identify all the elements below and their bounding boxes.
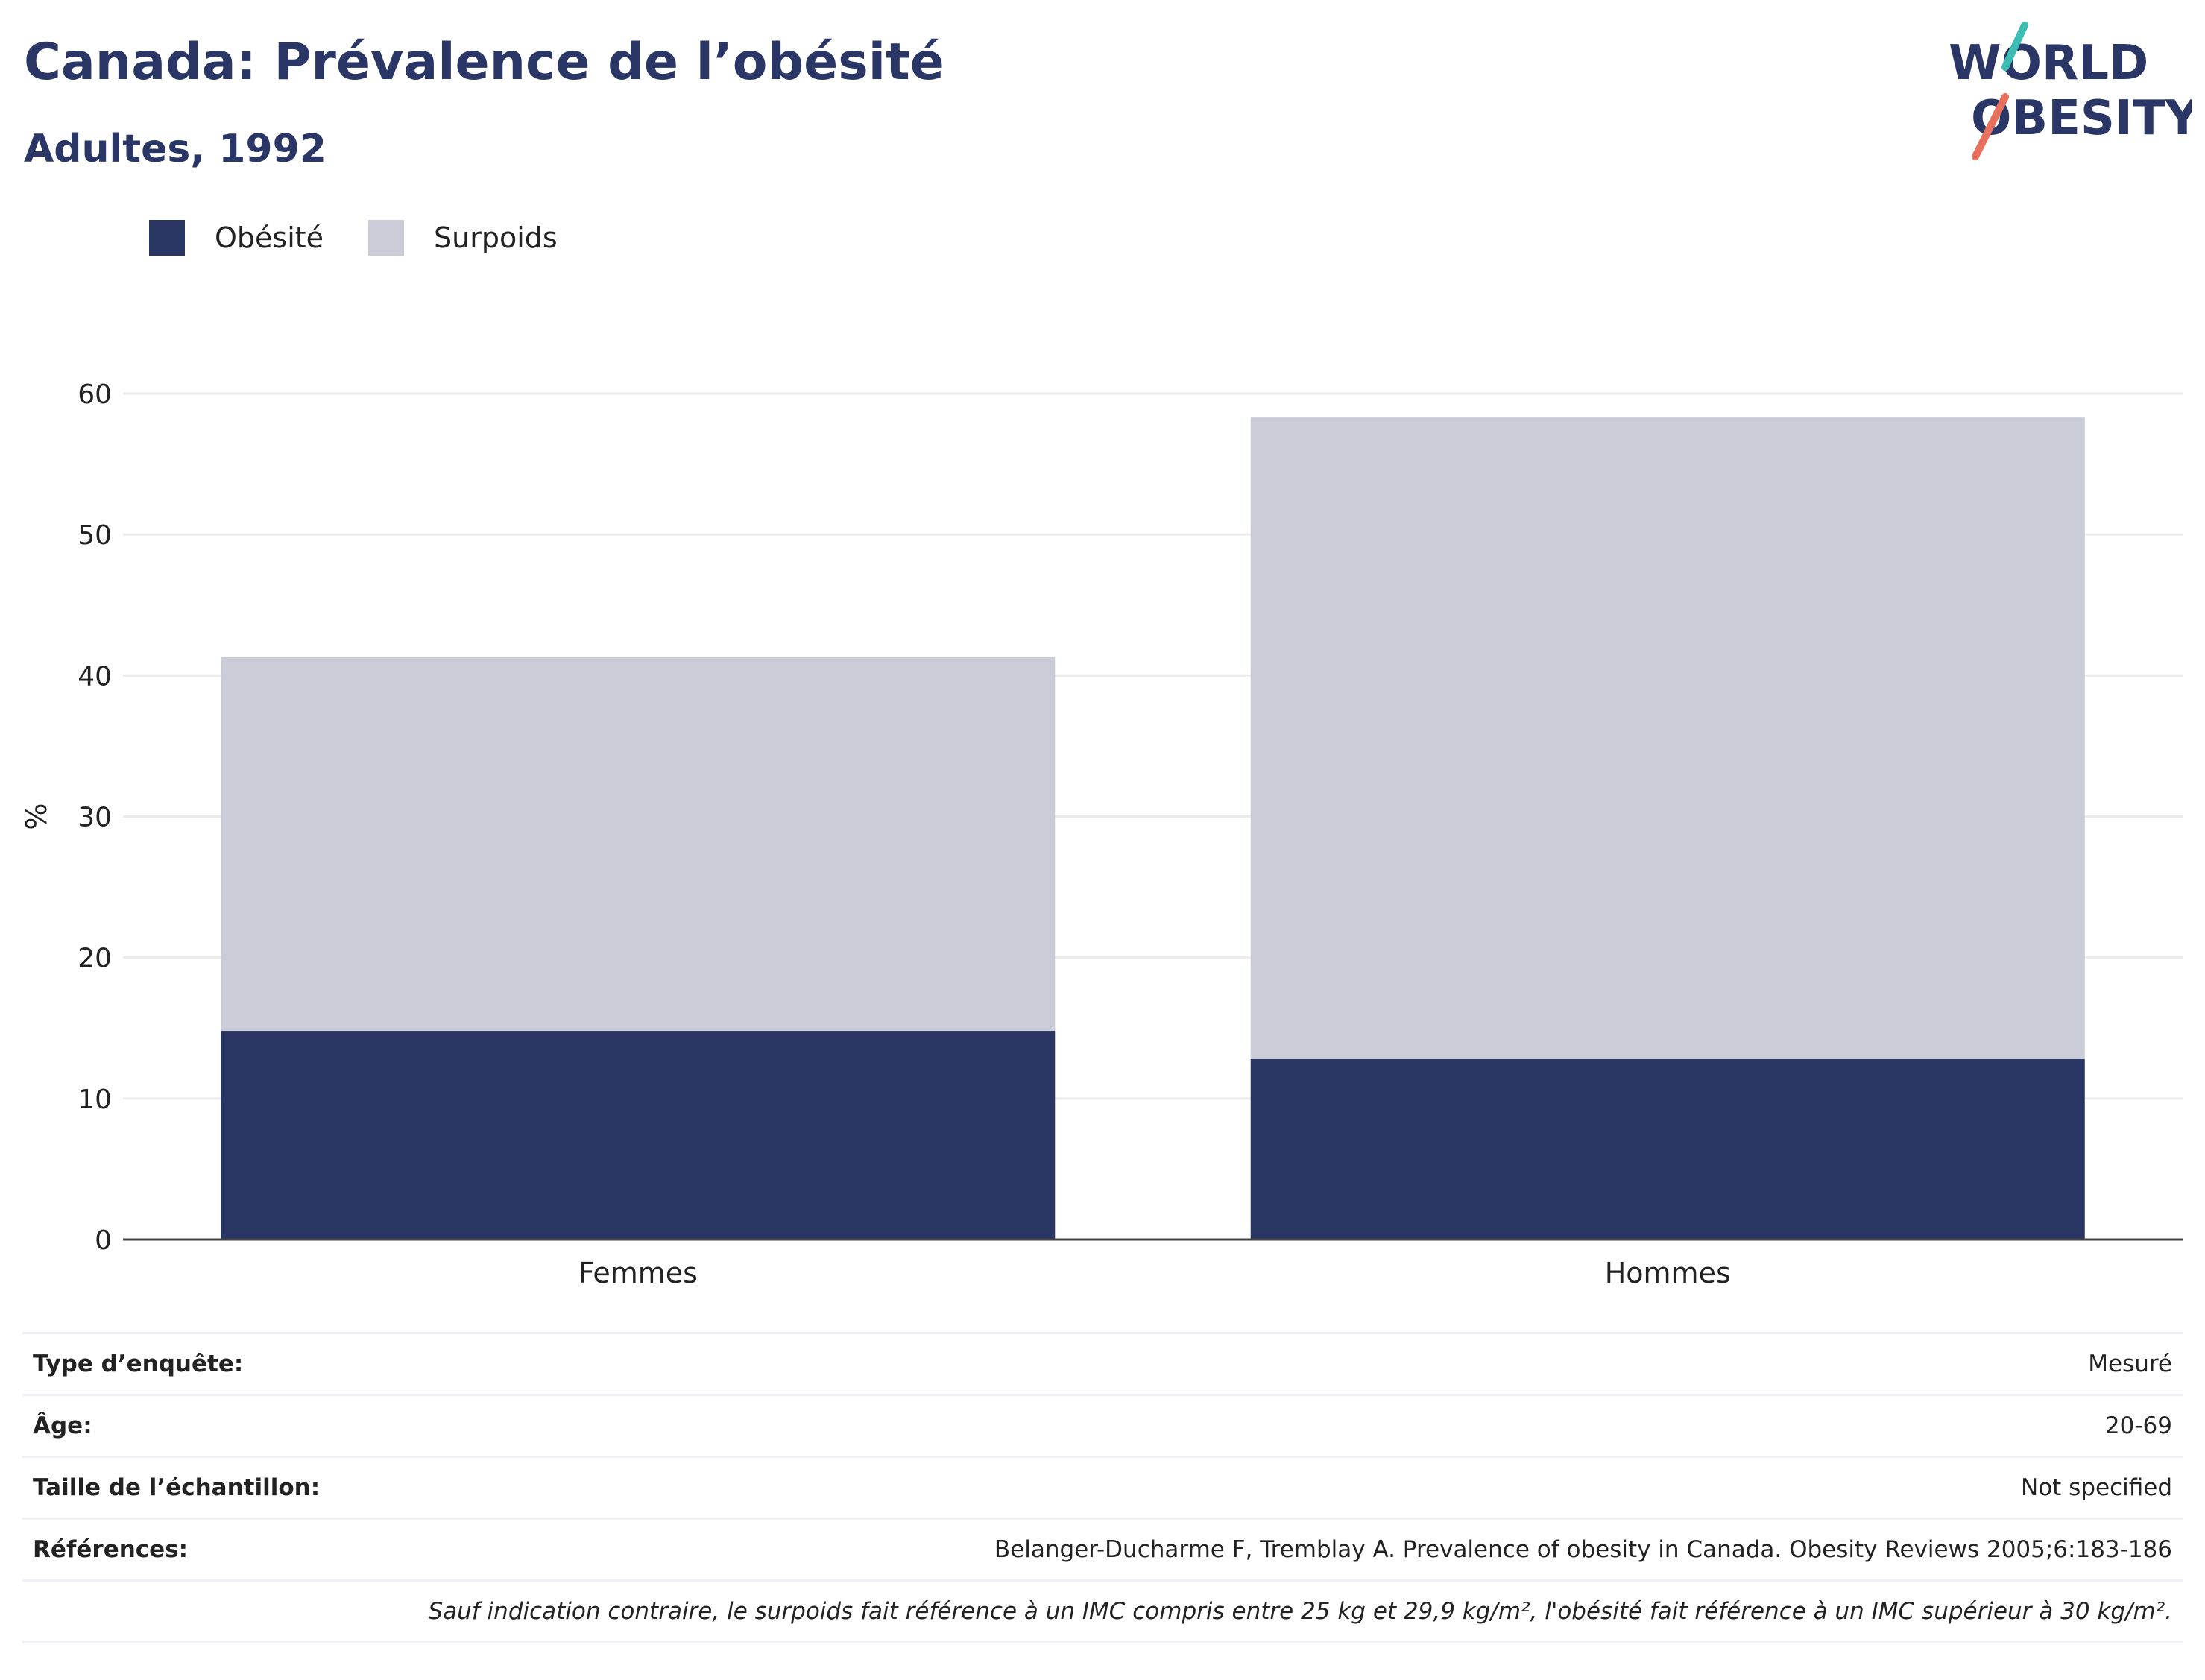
y-tick-label: 20 — [78, 944, 112, 974]
meta-value: Belanger-Ducharme F, Tremblay A. Prevale… — [994, 1536, 2172, 1563]
legend-swatch-surpoids — [368, 220, 405, 256]
legend-item-obesite[interactable]: Obésité — [149, 220, 324, 256]
survey-info-table: Type d’enquête: Mesuré Âge: 20-69 Taille… — [22, 1332, 2183, 1643]
meta-row-references: Références: Belanger-Ducharme F, Trembla… — [22, 1520, 2183, 1582]
legend-swatch-obesite — [149, 220, 185, 256]
meta-row-age: Âge: 20-69 — [22, 1396, 2183, 1458]
meta-value: Not specified — [2021, 1474, 2172, 1501]
meta-key: Type d’enquête: — [33, 1351, 244, 1377]
meta-row-sample-size: Taille de l’échantillon: Not specified — [22, 1458, 2183, 1520]
bar-chart: 0 10 20 30 40 50 60% Femmes Hommes — [20, 379, 2183, 1289]
meta-value: Mesuré — [2088, 1351, 2172, 1377]
definition-note-text: Sauf indication contraire, le surpoids f… — [428, 1598, 2172, 1625]
meta-row-survey-type: Type d’enquête: Mesuré — [22, 1334, 2183, 1396]
legend-item-surpoids[interactable]: Surpoids — [368, 220, 558, 256]
meta-value: 20-69 — [2104, 1412, 2172, 1439]
bar-surpoids-hommes — [1250, 417, 2085, 1059]
meta-key: Taille de l’échantillon: — [33, 1474, 321, 1501]
logo-slash-teal — [2001, 22, 2028, 71]
y-axis-title: % — [20, 803, 53, 830]
legend: Obésité Surpoids — [149, 220, 602, 256]
y-tick-label: 50 — [78, 520, 112, 551]
y-tick-label: 40 — [78, 661, 112, 692]
x-tick-label: Hommes — [1605, 1257, 1731, 1289]
chart-title: Canada: Prévalence de l’obésité — [24, 33, 944, 92]
y-tick-label: 60 — [78, 379, 112, 410]
meta-key: Références: — [33, 1536, 189, 1563]
y-tick-label: 10 — [78, 1084, 112, 1115]
x-tick-label: Femmes — [578, 1257, 698, 1289]
chart-subtitle: Adultes, 1992 — [24, 127, 327, 171]
definition-note: Sauf indication contraire, le surpoids f… — [22, 1582, 2183, 1643]
legend-label-obesite: Obésité — [215, 221, 324, 254]
bar-surpoids-femmes — [221, 657, 1056, 1032]
legend-label-surpoids: Surpoids — [434, 221, 558, 254]
logo-slash-coral — [1972, 93, 2009, 160]
meta-key: Âge: — [33, 1412, 92, 1439]
bar-obesite-hommes — [1250, 1058, 2085, 1240]
y-tick-label: 0 — [95, 1225, 112, 1256]
y-tick-label: 30 — [78, 803, 112, 833]
logo-line-1: WORLD — [1949, 36, 2148, 91]
world-obesity-logo: WORLD OBESITY — [1949, 22, 2192, 160]
bar-obesite-femmes — [221, 1031, 1056, 1240]
